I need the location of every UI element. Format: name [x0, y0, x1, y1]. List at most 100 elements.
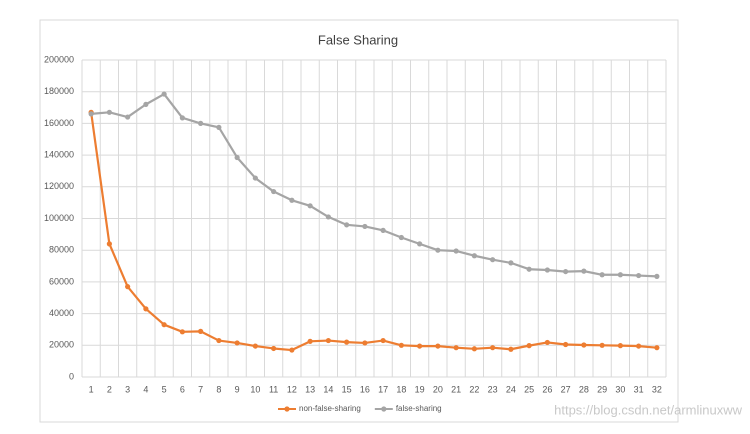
point — [362, 223, 368, 230]
point — [398, 342, 404, 348]
x-tick-label: 18 — [396, 384, 406, 394]
point — [143, 101, 149, 107]
point — [198, 120, 204, 126]
y-tick-label: 140000 — [44, 149, 74, 159]
point — [362, 340, 368, 346]
point — [526, 266, 532, 272]
x-tick-label: 23 — [488, 384, 498, 394]
point — [88, 111, 94, 117]
point — [179, 115, 185, 121]
point — [544, 339, 550, 346]
point — [161, 322, 167, 328]
point — [417, 343, 423, 349]
point — [380, 227, 386, 233]
point — [417, 241, 423, 247]
y-tick-label: 0 — [69, 371, 74, 381]
x-tick-label: 29 — [597, 384, 607, 394]
x-tick-label: 8 — [216, 384, 221, 394]
point — [344, 339, 350, 345]
point — [344, 222, 350, 228]
x-tick-label: 16 — [360, 384, 370, 394]
chart-title: False Sharing — [318, 32, 398, 47]
y-tick-label: 160000 — [44, 118, 74, 128]
x-tick-label: 12 — [287, 384, 297, 394]
point — [471, 346, 477, 352]
point — [125, 114, 131, 120]
watermark: https://blog.csdn.net/armlinuxww — [554, 402, 742, 417]
point — [453, 345, 459, 351]
x-tick-label: 32 — [652, 384, 662, 394]
point — [599, 342, 605, 348]
x-tick-label: 13 — [305, 384, 315, 394]
x-tick-label: 10 — [250, 384, 260, 394]
legend-label: false-sharing — [396, 404, 442, 413]
point — [435, 247, 441, 253]
x-tick-label: 17 — [378, 384, 388, 394]
point — [216, 124, 222, 130]
x-tick-label: 14 — [323, 384, 333, 394]
point — [325, 337, 331, 344]
point — [252, 343, 258, 349]
point — [654, 345, 660, 351]
point — [271, 188, 277, 195]
x-tick-label: 3 — [125, 384, 130, 394]
x-tick-label: 24 — [506, 384, 516, 394]
point — [435, 343, 441, 349]
point — [198, 328, 204, 334]
series-line — [91, 92, 657, 278]
point — [544, 267, 550, 273]
point — [125, 284, 131, 290]
point — [380, 337, 386, 344]
point — [563, 341, 569, 348]
point — [508, 260, 514, 266]
point — [325, 214, 331, 220]
point — [654, 273, 660, 279]
legend-marker — [284, 406, 290, 412]
point — [234, 340, 240, 346]
point — [471, 253, 477, 259]
point — [307, 203, 313, 209]
y-tick-label: 180000 — [44, 86, 74, 96]
y-tick-label: 100000 — [44, 213, 74, 223]
x-tick-label: 26 — [542, 384, 552, 394]
x-tick-label: 20 — [433, 384, 443, 394]
point — [106, 109, 112, 115]
point — [617, 343, 623, 349]
x-tick-label: 15 — [342, 384, 352, 394]
y-tick-label: 120000 — [44, 181, 74, 191]
point — [271, 345, 277, 352]
x-tick-label: 4 — [143, 384, 148, 394]
x-tick-label: 11 — [269, 384, 278, 394]
point — [490, 257, 496, 263]
y-tick-label: 200000 — [44, 54, 74, 64]
y-tick-label: 40000 — [49, 308, 74, 318]
point — [234, 154, 240, 161]
point — [289, 197, 295, 203]
y-tick-label: 60000 — [49, 276, 74, 286]
point — [252, 175, 258, 181]
x-tick-label: 27 — [561, 384, 571, 394]
x-tick-label: 2 — [107, 384, 112, 394]
y-tick-label: 20000 — [49, 340, 74, 350]
point — [398, 234, 404, 241]
x-tick-label: 30 — [615, 384, 625, 394]
chart-frame — [39, 19, 679, 423]
point — [508, 346, 514, 352]
point — [599, 272, 605, 278]
x-tick-label: 9 — [235, 384, 240, 394]
point — [161, 91, 167, 97]
point — [179, 329, 185, 335]
point — [289, 347, 295, 353]
point — [563, 268, 569, 275]
point — [581, 342, 587, 348]
point — [143, 306, 149, 312]
y-tick-label: 80000 — [49, 245, 74, 255]
x-tick-label: 28 — [579, 384, 589, 394]
series-line — [90, 112, 657, 352]
x-tick-label: 25 — [524, 384, 534, 394]
point — [636, 272, 642, 279]
x-tick-label: 1 — [89, 384, 94, 394]
point — [453, 248, 459, 254]
point — [526, 343, 532, 349]
